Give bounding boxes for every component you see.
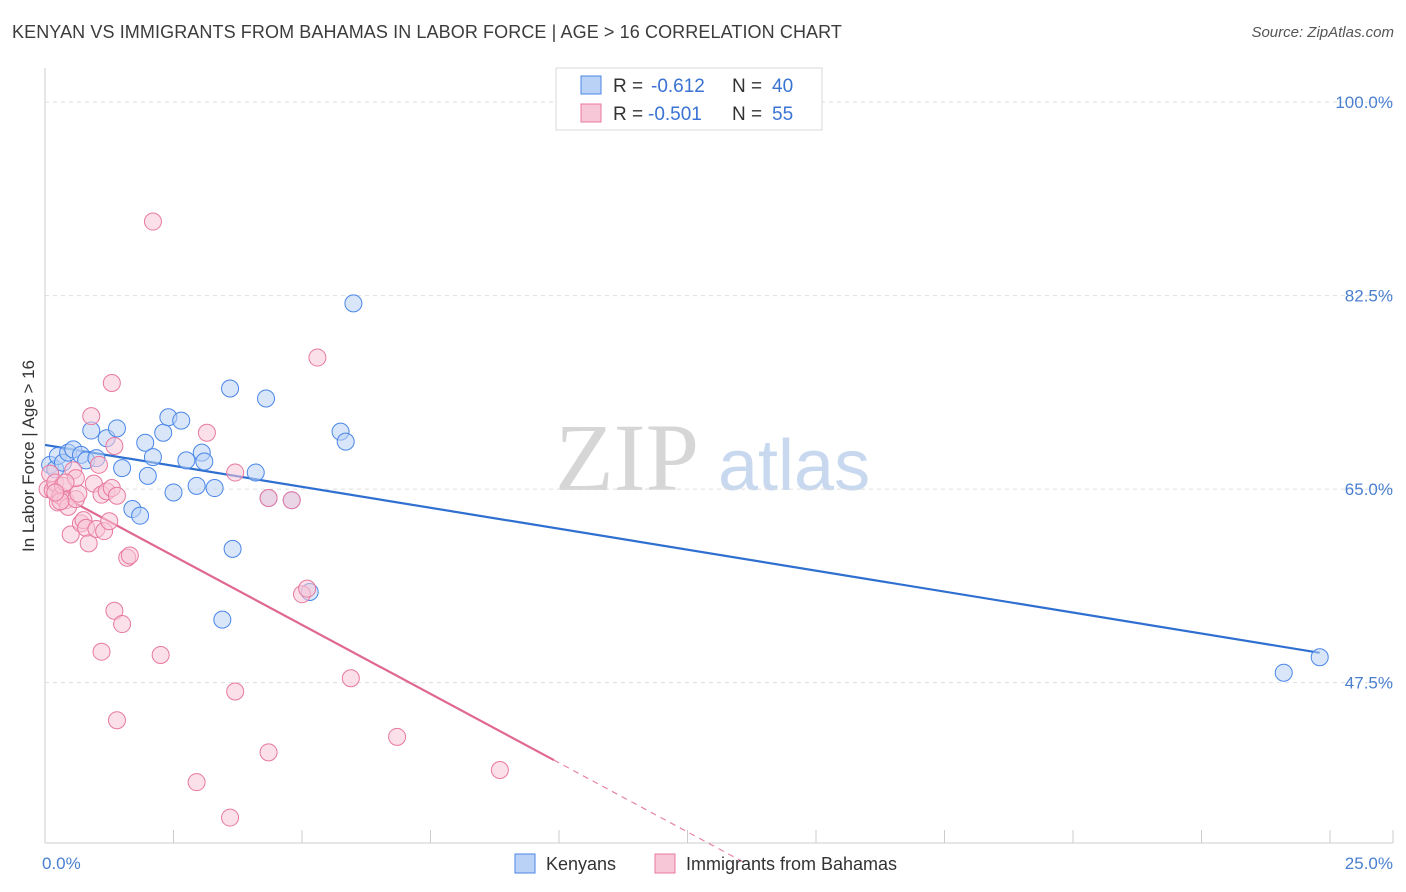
- legend-swatch-kenyans: [580, 75, 602, 95]
- data-point-blue: [213, 610, 232, 629]
- data-point-pink: [259, 743, 278, 762]
- data-point-blue: [164, 483, 183, 502]
- data-point-pink: [282, 491, 301, 510]
- data-point-blue: [154, 423, 173, 442]
- data-point-pink: [221, 808, 240, 827]
- data-point-pink: [226, 463, 245, 482]
- legend-n-value-2: 55: [772, 104, 793, 125]
- x-tick-label-max: 25.0%: [1345, 854, 1393, 873]
- data-point-pink: [107, 486, 126, 505]
- data-point-pink: [102, 373, 121, 392]
- data-point-blue: [223, 539, 242, 558]
- data-point-blue: [172, 411, 191, 430]
- trend-line-pink: [44, 485, 555, 762]
- y-tick-label: 65.0%: [1345, 480, 1393, 499]
- legend-r-label-1: R =: [613, 76, 643, 97]
- y-tick-label: 47.5%: [1345, 674, 1393, 693]
- data-point-pink: [46, 483, 65, 502]
- data-point-blue: [246, 463, 265, 482]
- data-point-blue: [336, 432, 355, 451]
- watermark-zip: ZIP: [555, 404, 699, 511]
- bottom-legend: Kenyans Immigrants from Bahamas: [514, 853, 897, 874]
- trend-line-dashed-pink: [553, 759, 750, 866]
- legend-swatch-bahamas: [580, 103, 602, 123]
- data-point-blue: [205, 479, 224, 498]
- watermark-atlas: atlas: [718, 426, 870, 506]
- y-tick-label: 100.0%: [1335, 93, 1393, 112]
- data-point-blue: [195, 452, 214, 471]
- data-point-blue: [113, 459, 132, 478]
- data-point-pink: [308, 348, 327, 367]
- data-point-pink: [388, 727, 407, 746]
- source-label: Source: ZipAtlas.com: [1251, 24, 1394, 41]
- data-point-pink: [187, 773, 206, 792]
- data-point-blue: [177, 451, 196, 470]
- data-point-pink: [105, 437, 124, 456]
- data-point-pink: [107, 711, 126, 730]
- data-point-pink: [226, 682, 245, 701]
- data-point-blue: [1310, 648, 1329, 667]
- y-tick-label: 82.5%: [1345, 287, 1393, 306]
- data-point-pink: [82, 407, 101, 426]
- data-point-pink: [113, 615, 132, 634]
- data-point-pink: [490, 761, 509, 780]
- data-point-blue: [136, 433, 155, 452]
- data-point-blue: [143, 448, 162, 467]
- data-point-pink: [151, 646, 170, 665]
- data-point-pink: [89, 455, 108, 474]
- bottom-legend-label-kenyans: Kenyans: [546, 854, 616, 874]
- data-point-pink: [92, 642, 111, 661]
- data-point-pink: [120, 546, 139, 565]
- legend-r-value-1: -0.612: [651, 76, 705, 97]
- legend-r-label-2: R =: [613, 104, 643, 125]
- bottom-legend-label-bahamas: Immigrants from Bahamas: [686, 854, 897, 874]
- x-tick-label-min: 0.0%: [42, 854, 81, 873]
- bottom-legend-swatch-kenyans: [514, 853, 536, 874]
- data-point-blue: [138, 466, 157, 485]
- legend-r-value-2: -0.501: [648, 104, 702, 125]
- legend-n-value-1: 40: [772, 76, 793, 97]
- data-point-pink: [341, 669, 360, 688]
- data-point-pink: [100, 512, 119, 531]
- data-point-pink: [105, 601, 124, 620]
- data-point-blue: [131, 506, 150, 525]
- data-point-pink: [79, 534, 98, 553]
- data-point-pink: [259, 488, 278, 507]
- data-point-blue: [107, 419, 126, 438]
- data-point-pink: [143, 212, 162, 231]
- data-point-pink: [197, 423, 216, 442]
- data-point-blue: [344, 294, 363, 313]
- data-point-pink: [61, 525, 80, 544]
- y-axis-title: In Labor Force | Age > 16: [19, 360, 38, 552]
- legend-n-label-2: N =: [732, 104, 762, 125]
- chart-title: KENYAN VS IMMIGRANTS FROM BAHAMAS IN LAB…: [12, 22, 843, 42]
- data-point-blue: [1274, 663, 1293, 682]
- data-point-blue: [257, 389, 276, 408]
- legend-box: R = -0.612 N = 40 R = -0.501 N = 55: [555, 67, 823, 131]
- data-point-blue: [187, 476, 206, 495]
- data-point-pink: [298, 579, 317, 598]
- data-point-blue: [221, 379, 240, 398]
- bottom-legend-swatch-bahamas: [654, 853, 676, 874]
- legend-n-label-1: N =: [732, 76, 762, 97]
